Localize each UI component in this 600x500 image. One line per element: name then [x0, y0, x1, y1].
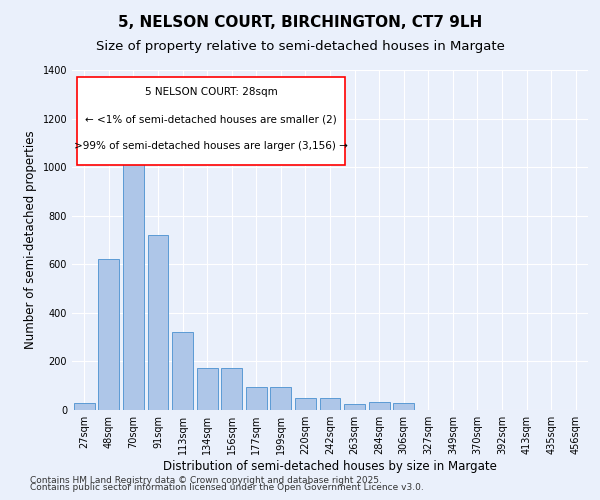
- FancyBboxPatch shape: [77, 77, 346, 165]
- Bar: [197, 368, 218, 410]
- Bar: [320, 398, 340, 410]
- Text: Size of property relative to semi-detached houses in Margate: Size of property relative to semi-detach…: [95, 40, 505, 53]
- Bar: [148, 235, 169, 410]
- Bar: [98, 260, 119, 410]
- Bar: [74, 402, 95, 410]
- Bar: [123, 146, 144, 410]
- Bar: [368, 402, 389, 410]
- Bar: [271, 387, 292, 410]
- Bar: [172, 332, 193, 410]
- Bar: [221, 368, 242, 410]
- Bar: [393, 402, 414, 410]
- Bar: [344, 404, 365, 410]
- Text: Contains HM Land Registry data © Crown copyright and database right 2025.: Contains HM Land Registry data © Crown c…: [30, 476, 382, 485]
- Text: 5 NELSON COURT: 28sqm: 5 NELSON COURT: 28sqm: [145, 87, 278, 97]
- Text: ← <1% of semi-detached houses are smaller (2): ← <1% of semi-detached houses are smalle…: [85, 114, 337, 124]
- Bar: [246, 387, 267, 410]
- X-axis label: Distribution of semi-detached houses by size in Margate: Distribution of semi-detached houses by …: [163, 460, 497, 473]
- Text: 5, NELSON COURT, BIRCHINGTON, CT7 9LH: 5, NELSON COURT, BIRCHINGTON, CT7 9LH: [118, 15, 482, 30]
- Y-axis label: Number of semi-detached properties: Number of semi-detached properties: [24, 130, 37, 350]
- Text: >99% of semi-detached houses are larger (3,156) →: >99% of semi-detached houses are larger …: [74, 142, 348, 152]
- Text: Contains public sector information licensed under the Open Government Licence v3: Contains public sector information licen…: [30, 484, 424, 492]
- Bar: [295, 398, 316, 410]
